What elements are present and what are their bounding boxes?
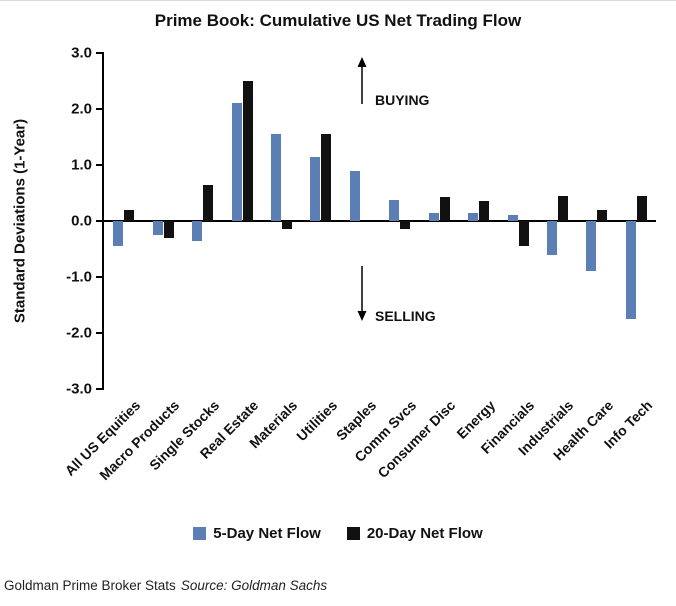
- y-tick-mark: [96, 388, 104, 390]
- buying-annotation: BUYING: [356, 57, 429, 110]
- up-arrow-icon: [356, 57, 368, 110]
- bar-5day: [270, 134, 281, 221]
- y-tick-label: 3.0: [71, 44, 92, 62]
- bar-5day: [310, 156, 321, 221]
- bar-5day: [113, 221, 124, 247]
- footer-text: Goldman Prime Broker Stats: [4, 578, 176, 593]
- bar-5day: [349, 170, 360, 221]
- bar-5day: [428, 212, 439, 221]
- bar-20day: [597, 209, 608, 221]
- legend-swatch-20day: [346, 527, 360, 540]
- legend-swatch-5day: [193, 527, 207, 540]
- bar-5day: [231, 103, 242, 221]
- y-axis-title: Standard Deviations (1-Year): [11, 118, 29, 324]
- bar-20day: [203, 184, 214, 221]
- bar-20day: [518, 221, 529, 247]
- bar-20day: [163, 221, 174, 238]
- selling-label: SELLING: [375, 308, 436, 324]
- y-tick-label: 1.0: [71, 156, 92, 174]
- zero-baseline: [104, 220, 656, 222]
- y-tick-mark: [96, 332, 104, 334]
- legend: 5-Day Net Flow 20-Day Net Flow: [0, 525, 676, 542]
- footer-source: Source: Goldman Sachs: [180, 578, 328, 593]
- y-tick-mark: [96, 52, 104, 54]
- legend-item-20day: 20-Day Net Flow: [346, 525, 483, 542]
- down-arrow-icon: [356, 265, 368, 326]
- bar-5day: [507, 215, 518, 221]
- y-tick-mark: [96, 220, 104, 222]
- bar-5day: [152, 221, 163, 235]
- selling-annotation: SELLING: [356, 265, 436, 326]
- bar-20day: [400, 221, 411, 230]
- y-tick-label: 0.0: [71, 212, 92, 230]
- bar-20day: [636, 195, 647, 221]
- y-tick-label: -3.0: [66, 380, 92, 398]
- y-tick-mark: [96, 108, 104, 110]
- bar-20day: [479, 201, 490, 221]
- bar-5day: [586, 221, 597, 272]
- y-tick-label: -1.0: [66, 268, 92, 286]
- y-tick-label: -2.0: [66, 324, 92, 342]
- legend-item-5day: 5-Day Net Flow: [193, 525, 321, 542]
- y-tick-mark: [96, 276, 104, 278]
- plot-area: BUYING SELLING 3.0 2.0 1.0 0.0 -1.0 -2.0 -3.0 A…: [61, 45, 656, 483]
- bar-20day: [439, 197, 450, 221]
- y-tick-mark: [96, 164, 104, 166]
- bar-20day: [124, 209, 135, 221]
- legend-label-5day: 5-Day Net Flow: [213, 525, 321, 542]
- bar-5day: [625, 221, 636, 319]
- legend-label-20day: 20-Day Net Flow: [366, 525, 483, 542]
- bar-20day: [242, 81, 253, 221]
- bar-5day: [389, 199, 400, 221]
- buying-label: BUYING: [375, 92, 430, 108]
- chart-title: Prime Book: Cumulative US Net Trading Fl…: [154, 11, 522, 30]
- bar-20day: [281, 221, 292, 230]
- bar-20day: [321, 134, 332, 221]
- bar-5day: [468, 212, 479, 221]
- bar-5day: [546, 221, 557, 255]
- bar-5day: [192, 221, 203, 241]
- footer-caption: Goldman Prime Broker Stats Source: Goldma…: [4, 578, 327, 593]
- y-tick-label: 2.0: [71, 100, 92, 118]
- bar-20day: [557, 195, 568, 221]
